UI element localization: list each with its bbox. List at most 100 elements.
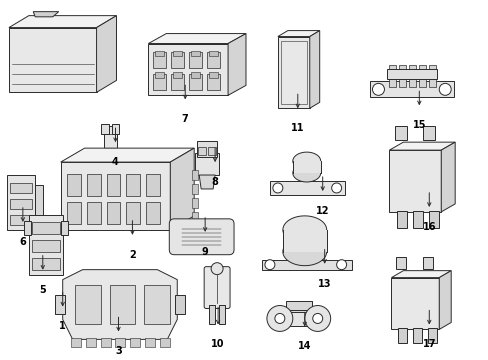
Bar xyxy=(399,66,406,87)
Polygon shape xyxy=(282,216,326,244)
Polygon shape xyxy=(61,162,170,230)
Bar xyxy=(280,41,306,104)
Bar xyxy=(191,50,200,57)
Polygon shape xyxy=(277,37,309,108)
Bar xyxy=(61,221,67,235)
Circle shape xyxy=(272,183,282,193)
Bar xyxy=(106,174,120,196)
FancyBboxPatch shape xyxy=(203,267,229,309)
Bar xyxy=(197,141,217,157)
Bar xyxy=(101,124,108,134)
Text: 5: 5 xyxy=(40,285,46,294)
Bar xyxy=(428,211,438,228)
Bar xyxy=(145,338,155,347)
Text: 1: 1 xyxy=(59,321,66,332)
Bar xyxy=(126,174,140,196)
Bar xyxy=(192,184,198,194)
Bar xyxy=(412,328,422,343)
Polygon shape xyxy=(390,271,450,278)
Bar xyxy=(396,257,406,269)
Bar xyxy=(155,72,164,78)
Polygon shape xyxy=(440,142,454,212)
Bar xyxy=(153,53,166,68)
Polygon shape xyxy=(9,15,116,28)
Bar xyxy=(173,50,182,57)
Bar xyxy=(262,260,351,270)
Bar xyxy=(32,240,60,252)
Circle shape xyxy=(264,260,274,270)
Text: 15: 15 xyxy=(412,120,425,130)
Bar xyxy=(109,285,135,324)
Bar xyxy=(192,198,198,208)
Bar xyxy=(408,66,415,87)
Bar xyxy=(10,183,32,193)
Bar xyxy=(146,202,160,224)
Polygon shape xyxy=(277,31,319,37)
Bar xyxy=(66,202,81,224)
Text: 14: 14 xyxy=(297,341,311,351)
Polygon shape xyxy=(62,270,177,339)
Text: 13: 13 xyxy=(317,279,331,289)
Bar xyxy=(160,338,170,347)
Bar xyxy=(398,328,407,343)
Text: 7: 7 xyxy=(182,114,188,124)
Circle shape xyxy=(331,183,341,193)
Bar xyxy=(85,338,95,347)
Bar xyxy=(423,126,434,140)
Bar xyxy=(397,211,407,228)
Bar xyxy=(55,294,64,315)
Circle shape xyxy=(336,260,346,270)
Bar xyxy=(29,215,62,275)
Polygon shape xyxy=(309,31,319,108)
Bar xyxy=(198,147,206,155)
Circle shape xyxy=(312,314,322,323)
Bar xyxy=(189,75,202,90)
Circle shape xyxy=(274,314,285,323)
Bar xyxy=(103,126,117,148)
Circle shape xyxy=(372,84,384,95)
Bar xyxy=(126,202,140,224)
Polygon shape xyxy=(61,148,194,162)
Bar xyxy=(192,170,198,180)
Polygon shape xyxy=(388,150,440,212)
Bar xyxy=(130,338,140,347)
Bar xyxy=(173,72,182,78)
Circle shape xyxy=(211,263,223,275)
Bar xyxy=(209,72,218,78)
Bar xyxy=(428,66,435,87)
Text: 9: 9 xyxy=(202,247,208,257)
Bar xyxy=(285,301,311,312)
Bar xyxy=(412,211,423,228)
Polygon shape xyxy=(227,33,245,95)
Text: 11: 11 xyxy=(290,123,304,133)
Text: 12: 12 xyxy=(315,206,329,216)
Bar xyxy=(189,53,202,68)
Bar xyxy=(7,175,35,230)
Bar xyxy=(423,257,432,269)
Bar xyxy=(155,50,164,57)
Polygon shape xyxy=(96,15,116,92)
Polygon shape xyxy=(438,271,450,329)
Bar xyxy=(24,221,31,235)
Bar xyxy=(195,153,219,175)
Text: 10: 10 xyxy=(211,339,224,350)
Bar xyxy=(207,75,220,90)
Text: 16: 16 xyxy=(422,222,435,232)
Bar xyxy=(175,294,185,315)
Bar xyxy=(419,66,426,87)
Text: 2: 2 xyxy=(129,250,136,260)
Bar xyxy=(191,72,200,78)
Bar xyxy=(10,199,32,209)
Bar xyxy=(282,230,326,252)
Polygon shape xyxy=(148,33,245,44)
Bar xyxy=(75,285,101,324)
Circle shape xyxy=(266,306,292,332)
Bar xyxy=(388,66,396,87)
Polygon shape xyxy=(390,278,438,329)
Bar xyxy=(66,174,81,196)
Bar xyxy=(192,212,198,222)
Bar xyxy=(71,338,81,347)
Polygon shape xyxy=(282,238,326,266)
Bar xyxy=(32,258,60,270)
Bar xyxy=(153,75,166,90)
